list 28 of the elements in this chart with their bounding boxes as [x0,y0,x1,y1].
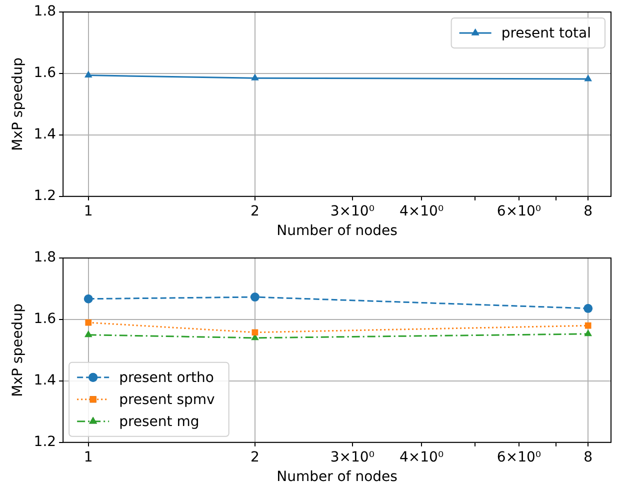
x-tick-label: 3×10⁰ [330,449,375,466]
y-axis-title: MxP speedup [10,57,26,151]
legend-label: present total [501,26,592,42]
x-tick-label: 2 [250,449,260,466]
legend-label: present ortho [119,370,214,386]
x-axis-title: Number of nodes [276,469,398,486]
legend-label: present spmv [119,392,215,408]
x-axis-title: Number of nodes [276,223,398,240]
legend-label: present mg [119,414,200,430]
x-tick-label: 6×10⁰ [496,449,542,466]
x-tick-label: 8 [584,449,593,466]
x-tick-label: 3×10⁰ [330,203,375,220]
x-tick-label: 6×10⁰ [496,203,542,220]
x-tick-label: 8 [584,203,593,220]
x-tick-label: 4×10⁰ [399,449,444,466]
x-tick-label: 1 [84,203,93,220]
y-tick-label: 1.8 [34,250,56,266]
x-tick-label: 2 [250,203,260,220]
y-tick-label: 1.2 [34,188,56,204]
y-axis-title: MxP speedup [10,303,26,397]
y-tick-label: 1.8 [34,4,56,20]
x-tick-label: 4×10⁰ [399,203,444,220]
x-tick-label: 1 [84,449,93,466]
y-tick-label: 1.2 [34,434,56,450]
y-tick-label: 1.6 [34,311,56,328]
y-tick-label: 1.4 [34,372,56,389]
y-tick-label: 1.4 [34,126,56,143]
y-tick-label: 1.6 [34,65,56,82]
